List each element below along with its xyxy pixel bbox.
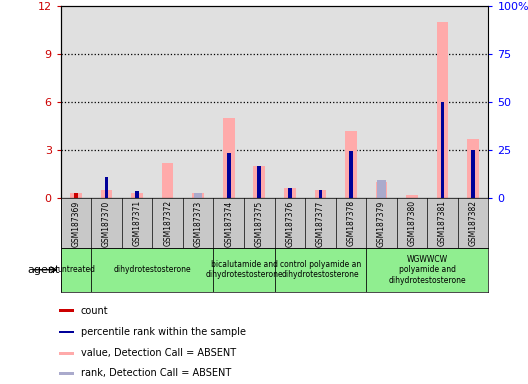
Bar [377, 180, 386, 198]
Bar [131, 193, 143, 198]
Bar [74, 193, 78, 198]
Text: GSM187381: GSM187381 [438, 200, 447, 246]
Bar [101, 190, 112, 198]
Bar [135, 191, 139, 198]
Bar [318, 190, 322, 198]
Bar [366, 248, 488, 292]
Bar [441, 102, 445, 198]
Text: GSM187377: GSM187377 [316, 200, 325, 247]
Bar [105, 177, 108, 198]
Text: WGWWCW
polyamide and
dihydrotestosterone: WGWWCW polyamide and dihydrotestosterone [389, 255, 466, 285]
Text: GSM187373: GSM187373 [194, 200, 203, 247]
Bar [288, 188, 291, 198]
Bar [253, 166, 265, 198]
Text: GSM187375: GSM187375 [255, 200, 264, 247]
Bar [223, 118, 234, 198]
Bar [162, 162, 173, 198]
Bar [61, 248, 91, 292]
Bar [345, 131, 357, 198]
Text: GSM187374: GSM187374 [224, 200, 233, 247]
Text: bicalutamide and
dihydrotestosterone: bicalutamide and dihydrotestosterone [205, 260, 283, 280]
Bar [91, 248, 213, 292]
Bar [227, 153, 231, 198]
Bar [213, 248, 275, 292]
Text: rank, Detection Call = ABSENT: rank, Detection Call = ABSENT [81, 368, 231, 378]
Text: agent: agent [28, 265, 60, 275]
Text: untreated: untreated [57, 265, 95, 274]
Bar [59, 352, 74, 354]
Text: GSM187382: GSM187382 [469, 200, 478, 246]
Text: dihydrotestosterone: dihydrotestosterone [114, 265, 191, 274]
Bar [194, 193, 202, 198]
Bar [467, 139, 479, 198]
Bar [59, 331, 74, 333]
Bar [192, 193, 204, 198]
Bar [315, 190, 326, 198]
Text: GSM187379: GSM187379 [377, 200, 386, 247]
Text: GSM187380: GSM187380 [408, 200, 417, 247]
Text: GSM187372: GSM187372 [163, 200, 172, 247]
Text: GSM187369: GSM187369 [71, 200, 80, 247]
Bar [472, 150, 475, 198]
Bar [59, 310, 74, 312]
Bar [275, 248, 366, 292]
Text: control polyamide an
dihydrotestosterone: control polyamide an dihydrotestosterone [280, 260, 361, 280]
Text: percentile rank within the sample: percentile rank within the sample [81, 327, 246, 337]
Bar [406, 195, 418, 198]
Text: value, Detection Call = ABSENT: value, Detection Call = ABSENT [81, 348, 236, 358]
Text: GSM187370: GSM187370 [102, 200, 111, 247]
Text: count: count [81, 306, 108, 316]
Bar [349, 151, 353, 198]
Bar [70, 193, 82, 198]
Bar [376, 182, 387, 198]
Text: GSM187376: GSM187376 [285, 200, 294, 247]
Text: GSM187378: GSM187378 [346, 200, 355, 247]
Bar [258, 166, 261, 198]
Bar [437, 22, 448, 198]
Text: GSM187371: GSM187371 [133, 200, 142, 247]
Bar [284, 188, 296, 198]
Bar [59, 372, 74, 375]
